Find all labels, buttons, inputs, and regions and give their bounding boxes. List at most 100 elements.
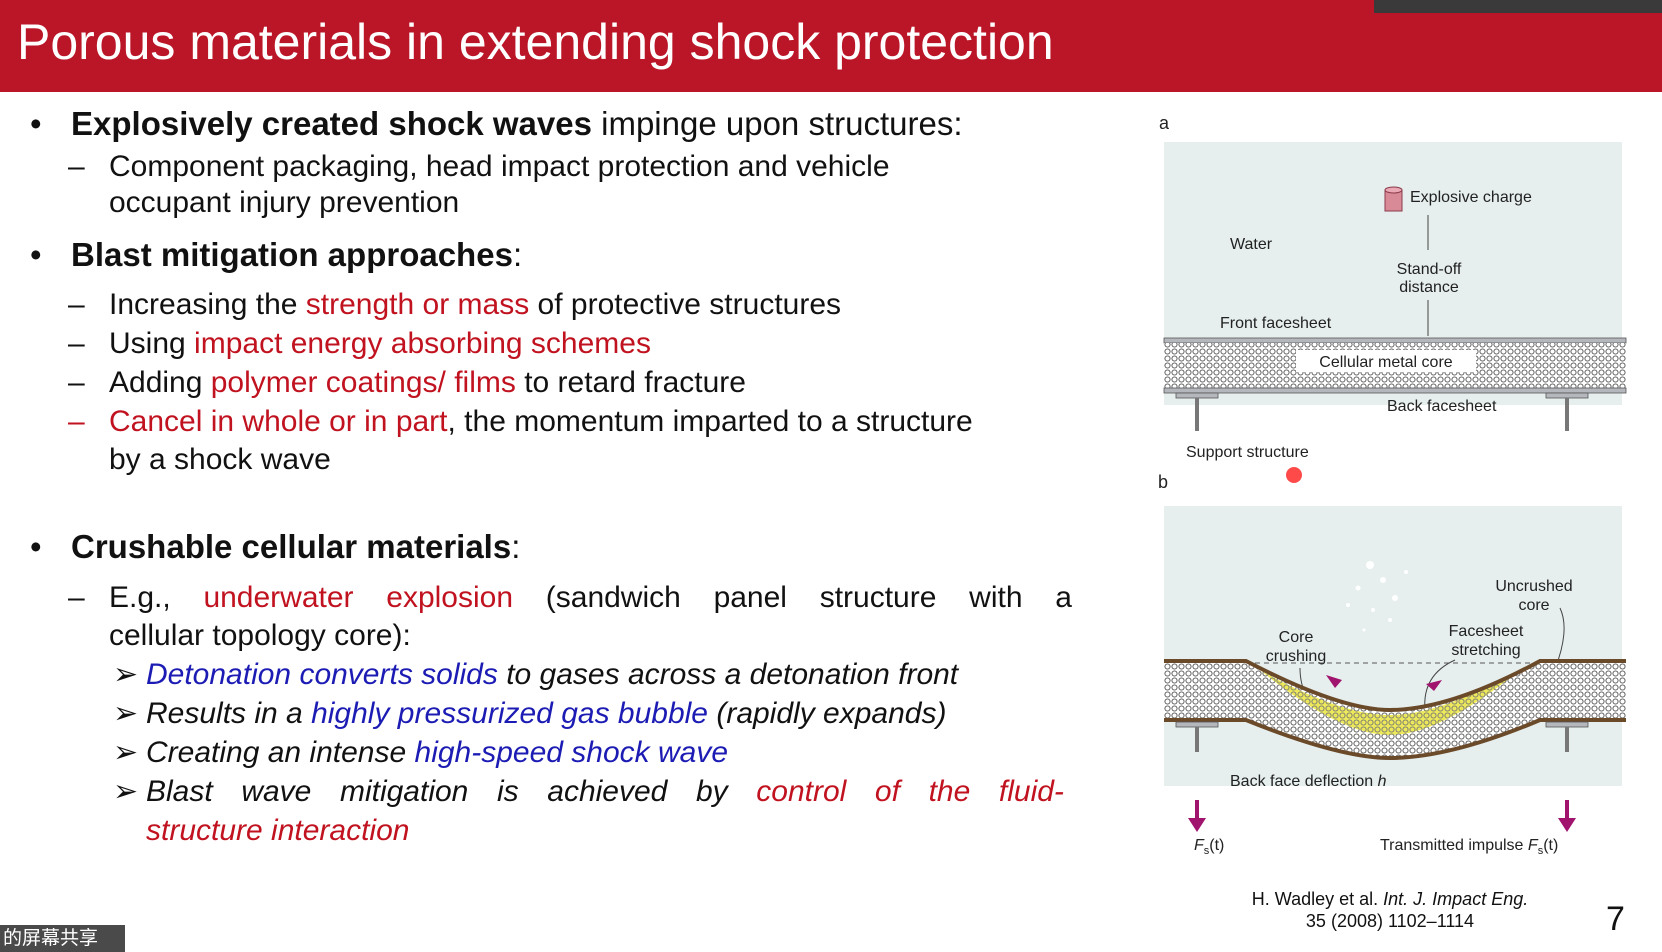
bullet-bold-text: Blast mitigation approaches <box>71 236 513 273</box>
facesheet-stretching-label-2: stretching <box>1451 642 1520 659</box>
explosive-charge-icon <box>1384 186 1403 212</box>
citation-journal: Int. J. Impact Eng. <box>1383 889 1529 909</box>
highlight-text: highly pressurized gas bubble <box>311 697 708 730</box>
arrow-bullet-icon: ➢ <box>113 697 139 730</box>
highlight-word: fluid- <box>998 775 1064 808</box>
highlight-text: high-speed shock wave <box>414 736 729 769</box>
screen-share-toolbar[interactable] <box>1374 0 1662 13</box>
crushed-core-region <box>1260 670 1520 735</box>
arrow-bullet-icon: ➢ <box>113 775 139 808</box>
text: by a shock wave <box>109 443 331 476</box>
support-structure-b-left <box>1175 721 1219 752</box>
slide-title: Porous materials in extending shock prot… <box>17 14 1054 70</box>
word: mitigation <box>339 775 469 808</box>
text: Adding <box>109 366 211 399</box>
arrow-bullet-icon: ➢ <box>113 736 139 769</box>
front-facesheet-deformed <box>1164 659 1626 713</box>
support-structure-right <box>1545 392 1589 431</box>
word: is <box>496 775 519 808</box>
highlight-word: control <box>756 775 847 808</box>
standoff-label-2: distance <box>1399 279 1459 296</box>
sub-bullet-text: Component packaging, head impact protect… <box>109 150 890 183</box>
text: Creating an intense <box>146 736 415 769</box>
bullet-text: : <box>511 528 521 565</box>
text: Using <box>109 327 195 360</box>
dash-marker: – <box>68 581 85 614</box>
support-structure-left <box>1175 392 1219 431</box>
back-face-deflection-label: Back face deflection h <box>1230 773 1387 790</box>
text: cellular topology core): <box>109 619 411 652</box>
front-facesheet-label: Front facesheet <box>1220 315 1332 332</box>
core-crushing-label-1: Core <box>1279 629 1314 646</box>
word: a <box>1055 581 1072 614</box>
sub-bullet-text: occupant injury prevention <box>109 186 460 219</box>
uncrushed-label-1: Uncrushed <box>1495 578 1572 595</box>
uncrushed-label-2: core <box>1518 597 1549 614</box>
arrow-bullet-icon: ➢ <box>113 658 139 691</box>
title-bar: Porous materials in extending shock prot… <box>0 0 1662 92</box>
word: achieved <box>547 775 668 808</box>
dash-marker: – <box>68 288 85 321</box>
page-number: 7 <box>1606 900 1625 938</box>
text: Increasing the <box>109 288 306 321</box>
word: E.g., <box>109 581 171 614</box>
dash-marker: – <box>68 327 85 360</box>
highlight-text: structure interaction <box>146 814 410 847</box>
text: (rapidly expands) <box>708 697 947 730</box>
highlight-text: polymer coatings/ films <box>210 366 516 399</box>
crush-arrow-left <box>1326 675 1342 688</box>
back-facesheet <box>1163 387 1627 394</box>
bullet-marker: • <box>30 105 42 142</box>
word: (sandwich <box>545 581 681 614</box>
highlight-word: the <box>928 775 971 808</box>
highlight-text: Cancel in whole or in part <box>109 405 448 438</box>
force-label-left: Fs(t) <box>1194 837 1224 857</box>
text: , the momentum imparted to a structure <box>447 405 973 438</box>
front-facesheet <box>1163 337 1627 344</box>
citation-authors: H. Wadley et al. <box>1251 889 1384 909</box>
highlight-text: strength or mass <box>305 288 530 321</box>
deformed-core <box>1164 661 1626 758</box>
highlight-word: of <box>874 775 900 808</box>
facesheet-stretching-label-1: Facesheet <box>1449 623 1524 640</box>
word: wave <box>241 775 312 808</box>
transmitted-impulse-label: Transmitted impulse Fs(t) <box>1380 837 1558 857</box>
panel-a-label: a <box>1159 113 1170 133</box>
citation: H. Wadley et al. Int. J. Impact Eng. 35 … <box>1180 888 1600 932</box>
standoff-label-1: Stand-off <box>1397 261 1462 278</box>
support-structure-label: Support structure <box>1186 444 1309 461</box>
core-label-background <box>1296 350 1476 372</box>
text: to retard fracture <box>515 366 746 399</box>
highlight-word: underwater <box>203 581 354 614</box>
highlight-text: Detonation converts solids <box>146 658 498 691</box>
screen-share-label: 的屏幕共享 <box>0 925 125 952</box>
citation-volume: 35 (2008) 1102–1114 <box>1305 911 1475 931</box>
slide-body: • Explosively created shock waves imping… <box>30 105 1072 847</box>
dash-marker: – <box>68 366 85 399</box>
panel-b-label: b <box>1158 472 1168 492</box>
highlight-word: explosion <box>386 581 514 614</box>
support-structure-b-right <box>1545 721 1589 752</box>
word: with <box>969 581 1023 614</box>
text: Results in a <box>146 697 312 730</box>
water-label: Water <box>1230 236 1273 253</box>
cellular-metal-core-label: Cellular metal core <box>1319 354 1452 371</box>
back-facesheet-label: Back facesheet <box>1387 398 1497 415</box>
word: structure <box>819 581 937 614</box>
bullet-text: impinge upon structures: <box>591 105 963 142</box>
panel-a-lower-background <box>1164 405 1622 452</box>
back-facesheet-deformed <box>1164 718 1626 761</box>
word: panel <box>713 581 787 614</box>
bullet-text: : <box>512 236 523 273</box>
text: to gases across a detonation front <box>497 658 959 691</box>
core-crushing-label-2: crushing <box>1266 648 1326 665</box>
bullet-bold-text: Crushable cellular materials <box>71 528 512 565</box>
leader-line-facesheet <box>1424 659 1456 711</box>
crush-arrow-right <box>1426 680 1442 691</box>
word: by <box>695 775 728 808</box>
sandwich-panel-figure: a Explosive charge Water Stand-off dista… <box>1158 113 1627 857</box>
dash-marker: – <box>68 405 85 438</box>
highlight-text: impact energy absorbing schemes <box>194 327 651 360</box>
explosive-charge-label: Explosive charge <box>1410 189 1532 206</box>
bullet-bold-text: Explosively created shock waves <box>71 105 592 142</box>
